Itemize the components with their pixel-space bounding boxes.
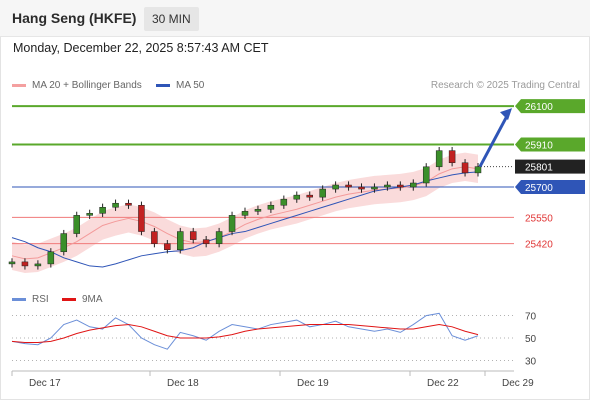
candle-body — [306, 194, 313, 198]
legend-ma20-label: MA 20 + Bollinger Bands — [32, 80, 142, 91]
ma50-swatch — [156, 83, 170, 87]
candle-body — [215, 231, 223, 244]
legend-rsi-ma-label: 9MA — [82, 294, 103, 305]
ma20-swatch — [12, 83, 26, 87]
candle-body — [47, 251, 55, 265]
candle-body — [241, 211, 249, 216]
x-tick-label: Dec 19 — [297, 378, 329, 389]
candle-body — [164, 243, 171, 250]
candle-body — [422, 166, 430, 184]
x-tick-label: Dec 22 — [427, 378, 459, 389]
legend-ma20: MA 20 + Bollinger Bands — [12, 80, 142, 91]
level-label-26100: 26100 — [525, 102, 553, 113]
level-tag-25700 — [515, 180, 585, 195]
candle-body — [358, 186, 365, 190]
rsi-tick-label: 50 — [525, 334, 537, 345]
candle-body — [384, 184, 391, 188]
rsi-line — [11, 312, 479, 350]
candle-body — [435, 150, 443, 168]
rsi-swatch — [12, 297, 26, 301]
candle-body — [254, 209, 262, 212]
candle-body — [177, 231, 184, 250]
candle-body — [371, 186, 378, 190]
candle-body — [345, 184, 352, 188]
rsi-ma-swatch — [62, 297, 76, 301]
legend-ma50-label: MA 50 — [176, 80, 205, 91]
rsi-ma-line — [11, 324, 479, 343]
candle-body — [332, 184, 339, 190]
level-tag-26100 — [515, 99, 585, 114]
candle-body — [151, 231, 158, 244]
level-label-25550: 25550 — [525, 213, 553, 224]
candle-body — [112, 202, 119, 208]
candle-body — [461, 162, 469, 174]
timeframe-badge[interactable]: 30 MIN — [144, 7, 199, 31]
candle-body — [86, 213, 93, 216]
candle-body — [138, 204, 145, 232]
candle-body — [60, 233, 68, 253]
x-tick-label: Dec 18 — [167, 378, 199, 389]
legend-ma50: MA 50 — [156, 80, 204, 91]
candle-body — [293, 194, 301, 200]
rsi-tick-label: 70 — [525, 312, 537, 323]
x-tick-label: Dec 29 — [502, 378, 534, 389]
level-label-25420: 25420 — [525, 240, 553, 251]
chart-header: Hang Seng (HKFE) 30 MIN — [0, 0, 590, 37]
projection-arrow-head — [500, 108, 512, 121]
candle-body — [474, 166, 482, 174]
level-tag-25910 — [515, 137, 585, 152]
instrument-title: Hang Seng (HKFE) — [12, 10, 137, 26]
candle-body — [319, 188, 326, 198]
credit-text: Research © 2025 Trading Central — [430, 80, 580, 91]
candle-body — [73, 215, 80, 234]
legend-rsi-label: RSI — [32, 294, 49, 305]
candle-body — [410, 182, 417, 188]
candle-body — [228, 215, 236, 232]
candle-body — [397, 184, 404, 188]
candle-body — [8, 261, 16, 265]
candle-body — [448, 150, 456, 164]
level-tag-25801 — [515, 159, 585, 174]
candle-body — [280, 198, 288, 206]
legend-rsi: RSI — [12, 294, 49, 305]
candle-body — [202, 239, 210, 244]
candle-body — [21, 261, 29, 267]
candle-body — [267, 204, 275, 210]
candle-body — [189, 231, 197, 240]
level-label-25801: 25801 — [525, 163, 553, 174]
level-label-25700: 25700 — [525, 183, 553, 194]
level-label-25910: 25910 — [525, 141, 553, 152]
candle-body — [125, 202, 132, 206]
timestamp: Monday, December 22, 2025 8:57:43 AM CET — [13, 41, 269, 55]
rsi-tick-label: 30 — [525, 356, 537, 367]
candle-body — [99, 207, 106, 214]
legend-rsi-ma: 9MA — [62, 294, 103, 305]
projection-arrow — [478, 113, 510, 168]
candle-body — [34, 263, 42, 267]
x-tick-label: Dec 17 — [29, 378, 61, 389]
